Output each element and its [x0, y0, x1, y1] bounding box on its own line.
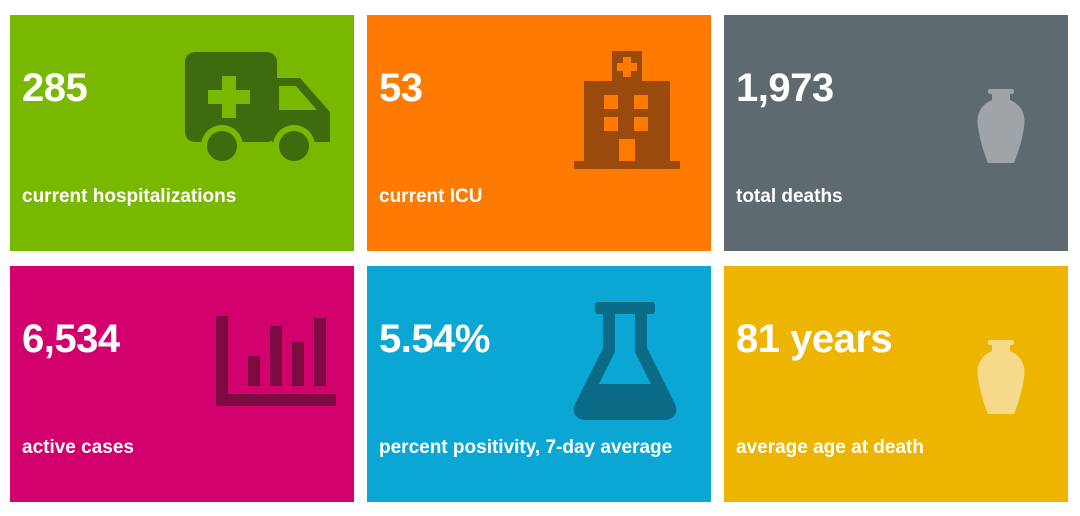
urn-icon: [977, 340, 1025, 414]
deaths-value: 1,973: [736, 66, 834, 110]
ambulance-icon: [185, 52, 330, 167]
bar-chart-icon: [216, 316, 336, 406]
active-cases-label: active cases: [22, 437, 134, 458]
average-age-tile: 81 years average age at death: [724, 266, 1068, 502]
hospital-building-icon: [574, 51, 680, 169]
icu-label: current ICU: [379, 186, 483, 207]
active-cases-tile: 6,534 active cases: [10, 266, 354, 502]
active-cases-value: 6,534: [22, 317, 120, 361]
positivity-value: 5.54%: [379, 317, 490, 361]
hospitalizations-value: 285: [22, 66, 88, 110]
urn-icon: [977, 89, 1025, 163]
positivity-tile: 5.54% percent positivity, 7-day average: [367, 266, 711, 502]
positivity-label: percent positivity, 7-day average: [379, 437, 673, 458]
icu-value: 53: [379, 66, 423, 110]
hospitalizations-label: current hospitalizations: [22, 186, 237, 207]
hospitalizations-tile: 285 current hospitalizations: [10, 15, 354, 251]
deaths-tile: 1,973 total deaths: [724, 15, 1068, 251]
average-age-value: 81 years: [736, 317, 893, 361]
icu-tile: 53 current ICU: [367, 15, 711, 251]
flask-icon: [573, 302, 677, 420]
deaths-label: total deaths: [736, 186, 843, 207]
average-age-label: average age at death: [736, 437, 924, 458]
